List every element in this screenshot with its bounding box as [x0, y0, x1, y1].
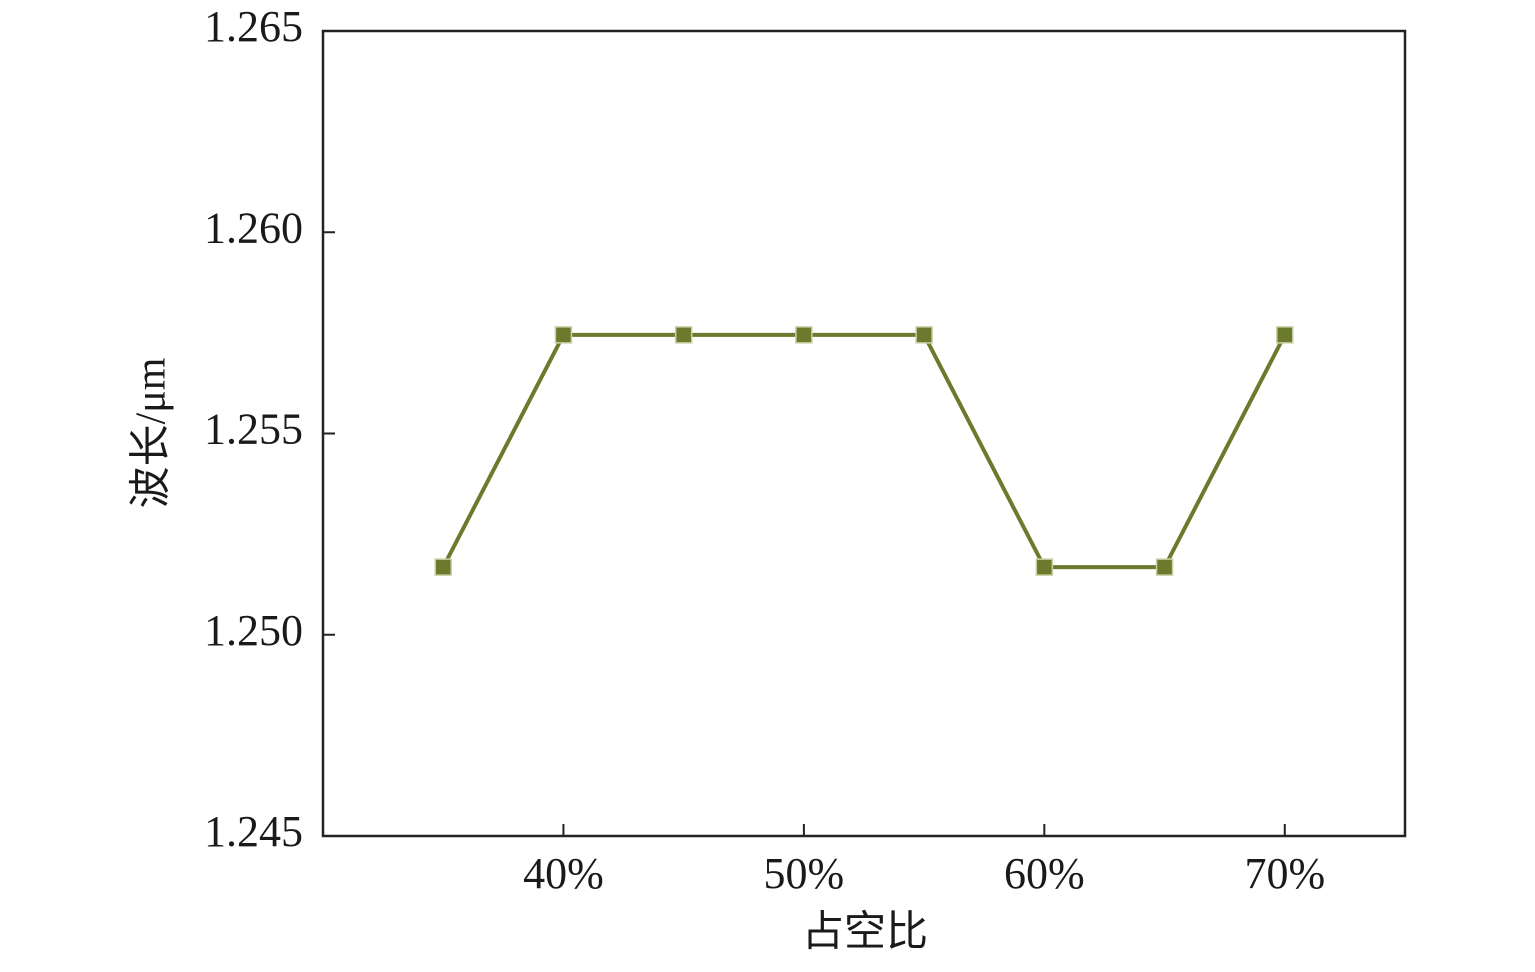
marker	[434, 558, 452, 576]
marker	[674, 326, 693, 344]
marker	[554, 326, 573, 344]
x-tick-label: 50%	[764, 849, 845, 898]
x-axis-label: 占空比	[802, 909, 928, 956]
y-axis-label: 波长/μm	[129, 357, 175, 508]
marker	[915, 326, 933, 344]
series-line	[441, 332, 1287, 570]
y-tick-label: 1.265	[204, 2, 303, 51]
y-tick-label: 1.245	[204, 807, 303, 856]
x-tick-label: 60%	[1004, 849, 1085, 898]
y-tick-label: 1.260	[204, 203, 303, 252]
marker	[795, 326, 813, 344]
plot-frame	[321, 29, 1407, 838]
marker	[1155, 558, 1174, 576]
y-tick-label: 1.255	[204, 405, 303, 454]
y-tick-label: 1.250	[204, 606, 303, 655]
marker	[1035, 558, 1054, 576]
x-tick-label: 40%	[523, 849, 604, 898]
x-tick-label: 70%	[1244, 849, 1325, 898]
marker	[1276, 326, 1294, 344]
